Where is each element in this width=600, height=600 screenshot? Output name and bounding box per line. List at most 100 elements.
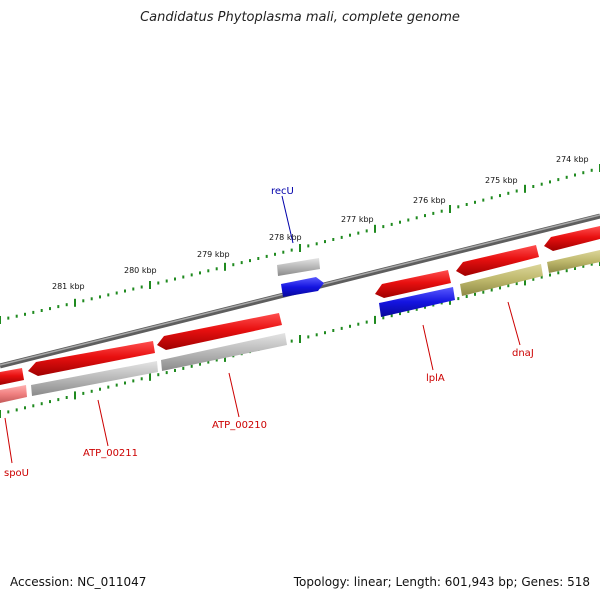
spoU-leader — [4, 417, 13, 464]
lower-scale-minor-tick — [182, 366, 185, 370]
upper-scale-minor-tick — [290, 248, 293, 252]
upper-scale — [0, 164, 600, 324]
lplA-feature-secondary[interactable] — [379, 287, 455, 317]
lower-scale-minor-tick — [357, 322, 360, 326]
lower-scale-minor-tick — [424, 305, 426, 309]
upper-scale-minor-tick — [182, 275, 185, 279]
dnaJ-leader — [507, 301, 521, 346]
dnaJ-feature-secondary[interactable] — [460, 264, 543, 296]
lower-scale-major-tick — [524, 277, 526, 286]
upper-scale-minor-tick — [549, 180, 551, 184]
upper-scale-minor-tick — [99, 295, 101, 299]
ATP_00210-feature-arrow[interactable] — [157, 313, 282, 350]
upper-scale-minor-tick — [240, 261, 243, 265]
upper-scale-minor-tick — [432, 211, 435, 215]
lower-scale-major-tick — [149, 372, 151, 381]
upper-scale-minor-tick — [190, 273, 193, 277]
lower-scale-minor-tick — [549, 273, 551, 277]
upper-scale-minor-tick — [124, 289, 126, 293]
dnaJ-feature-arrow[interactable] — [456, 245, 539, 276]
recU-label[interactable]: recU — [271, 186, 294, 197]
accession-text: Accession: NC_011047 — [10, 575, 147, 589]
lplA-label[interactable]: lplA — [426, 373, 445, 384]
upper-scale-minor-tick — [132, 287, 135, 291]
map-title: Candidatus Phytoplasma mali, complete ge… — [140, 10, 460, 25]
upper-scale-minor-tick — [140, 285, 143, 289]
upper-scale-minor-tick — [465, 203, 468, 206]
lower-scale-minor-tick — [415, 307, 418, 311]
lower-scale-major-tick — [299, 335, 301, 343]
lower-scale-minor-tick — [115, 383, 118, 387]
tick-label-276: 276 kbp — [413, 196, 446, 205]
recU-feature-arrow[interactable] — [281, 277, 324, 297]
lower-scale-minor-tick — [499, 286, 501, 290]
lower-scale-minor-tick — [540, 275, 543, 279]
upper-scale-minor-tick — [399, 220, 401, 224]
upper-scale-minor-tick — [40, 309, 43, 312]
upper-scale-minor-tick — [490, 196, 493, 200]
upper-scale-minor-tick — [365, 229, 368, 233]
upper-scale-minor-tick — [574, 173, 576, 177]
recU-feature-gray[interactable] — [277, 258, 320, 276]
dnaJ-label[interactable]: dnaJ — [512, 348, 534, 359]
lower-scale-minor-tick — [107, 385, 110, 389]
lower-scale-minor-tick — [332, 329, 335, 332]
upper-scale-minor-tick — [199, 271, 201, 275]
upper-scale-minor-tick — [82, 299, 85, 303]
lower-scale-minor-tick — [24, 406, 26, 410]
lower-scale-minor-tick — [407, 309, 410, 313]
lplA-feature-arrow[interactable] — [375, 270, 451, 298]
upper-scale-minor-tick — [565, 175, 568, 179]
lower-scale-minor-tick — [457, 297, 460, 301]
upper-scale-minor-tick — [340, 235, 343, 239]
lower-scale-minor-tick — [165, 371, 168, 375]
genome-summary-text: Topology: linear; Length: 601,943 bp; Ge… — [293, 575, 590, 589]
lower-scale-minor-tick — [190, 364, 193, 368]
ATP_00211-label[interactable]: ATP_00211 — [83, 448, 138, 459]
ATP_00211-feature-arrow[interactable] — [28, 341, 155, 376]
upper-scale-major-tick — [149, 281, 151, 289]
spoU-feature-arrow[interactable] — [0, 368, 24, 385]
spoU-feature-secondary[interactable] — [0, 385, 27, 403]
next-gene-feature-arrow[interactable] — [544, 226, 600, 251]
upper-scale-minor-tick — [324, 240, 326, 244]
upper-scale-major-tick — [0, 316, 1, 324]
next-gene-feature-secondary[interactable] — [547, 250, 600, 273]
upper-scale-minor-tick — [582, 171, 585, 175]
upper-scale-minor-tick — [440, 209, 443, 213]
recU-gene[interactable] — [277, 258, 324, 297]
upper-scale-minor-tick — [390, 222, 393, 226]
lower-scale-minor-tick — [15, 408, 18, 412]
upper-scale-minor-tick — [557, 178, 560, 182]
label-leaders — [4, 195, 521, 464]
upper-scale-minor-tick — [157, 281, 160, 285]
upper-scale-minor-tick — [57, 305, 60, 309]
ATP_00210-label[interactable]: ATP_00210 — [212, 420, 267, 431]
ATP_00211-feature-secondary[interactable] — [31, 361, 158, 396]
lower-scale-minor-tick — [99, 387, 101, 391]
upper-scale-major-tick — [449, 205, 451, 213]
upper-scale-minor-tick — [349, 233, 351, 237]
upper-scale-minor-tick — [24, 312, 26, 316]
spoU-label[interactable]: spoU — [4, 468, 29, 479]
lower-scale-minor-tick — [90, 389, 93, 393]
upper-scale-minor-tick — [590, 168, 593, 172]
lower-scale-minor-tick — [215, 358, 218, 362]
lower-scale-minor-tick — [65, 396, 68, 399]
cds-row-secondary — [0, 250, 600, 403]
lower-scale-minor-tick — [582, 264, 585, 268]
ATP_00210-feature-secondary[interactable] — [161, 333, 287, 371]
lower-scale-minor-tick — [290, 339, 293, 343]
tick-label-281: 281 kbp — [52, 282, 85, 291]
upper-scale-minor-tick — [424, 214, 426, 218]
upper-scale-minor-tick — [332, 238, 335, 241]
upper-scale-major-tick — [374, 224, 376, 233]
lower-scale-minor-tick — [490, 288, 493, 292]
upper-scale-minor-tick — [307, 244, 310, 248]
upper-scale-minor-tick — [90, 297, 93, 301]
lower-scale-minor-tick — [40, 402, 43, 406]
upper-scale-minor-tick — [482, 198, 485, 202]
lower-scale-minor-tick — [315, 333, 318, 337]
lower-scale-minor-tick — [515, 282, 518, 286]
lower-scale-minor-tick — [365, 320, 368, 324]
